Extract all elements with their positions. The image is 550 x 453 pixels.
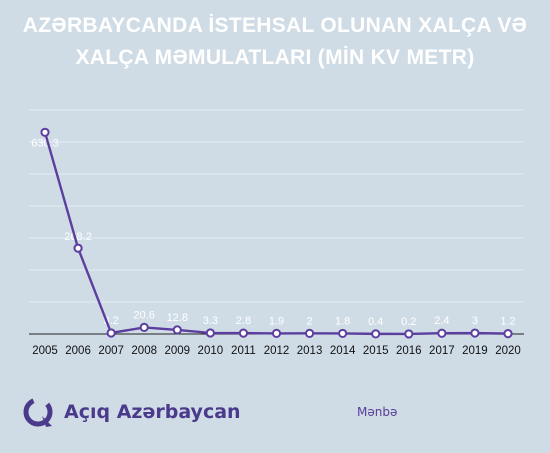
chart-title: AZƏRBAYCANDA İSTEHSAL OLUNAN XALÇA VƏ XA… bbox=[0, 10, 550, 74]
series-layer bbox=[43, 131, 509, 336]
data-label: 1.2 bbox=[500, 316, 515, 328]
source-link[interactable]: Mənbə bbox=[357, 405, 398, 419]
grid-layer bbox=[29, 109, 524, 335]
data-point bbox=[238, 328, 249, 338]
data-label: 268.2 bbox=[64, 231, 92, 243]
chart-title-line-2: XALÇA MƏMULATLARI (MİN KV METR) bbox=[75, 46, 475, 69]
x-tick-label: 2012 bbox=[264, 345, 290, 357]
x-tick-label: 2019 bbox=[462, 345, 488, 357]
data-point bbox=[73, 243, 83, 253]
data-point bbox=[338, 328, 348, 339]
data-label: 20.6 bbox=[134, 309, 155, 321]
data-label: 3 bbox=[472, 315, 478, 327]
data-point bbox=[470, 328, 480, 338]
data-label: 1.9 bbox=[269, 315, 284, 327]
data-label: 2 bbox=[307, 315, 313, 327]
brand-logo[interactable]: Açıq Azərbaycan bbox=[20, 392, 241, 432]
x-tick-label: 2014 bbox=[330, 345, 356, 357]
x-tick-label: 2020 bbox=[495, 345, 521, 357]
data-point bbox=[503, 329, 513, 339]
marker-layer bbox=[40, 127, 513, 339]
x-tick-label: 2006 bbox=[65, 345, 91, 357]
x-tick-label: 2013 bbox=[297, 345, 323, 357]
x-tick-label: 2017 bbox=[429, 345, 455, 357]
data-label: 3.3 bbox=[203, 315, 218, 327]
brand-mark-icon bbox=[23, 397, 53, 427]
data-label: 2.4 bbox=[434, 315, 449, 327]
data-label: 0.2 bbox=[401, 316, 416, 328]
x-tick-label: 2016 bbox=[396, 345, 422, 357]
x-tick-label: 2008 bbox=[131, 345, 157, 357]
data-label: 630.3 bbox=[31, 137, 59, 149]
data-point bbox=[271, 328, 282, 338]
data-point bbox=[172, 325, 182, 335]
x-tick-label: 2005 bbox=[32, 345, 58, 357]
data-point bbox=[205, 328, 215, 338]
data-label: 0.4 bbox=[368, 316, 383, 328]
data-label: 2.8 bbox=[236, 315, 251, 327]
x-tick-label: 2011 bbox=[231, 345, 256, 357]
data-point bbox=[304, 328, 315, 338]
brand-name: Açıq Azərbaycan bbox=[64, 401, 241, 423]
data-point bbox=[371, 329, 381, 339]
x-tick-label: 2015 bbox=[363, 345, 389, 357]
data-point bbox=[40, 127, 50, 137]
data-point bbox=[404, 329, 414, 339]
data-point bbox=[139, 322, 149, 333]
series-line bbox=[43, 131, 509, 336]
chart-title-line-1: AZƏRBAYCANDA İSTEHSAL OLUNAN XALÇA VƏ bbox=[22, 14, 528, 37]
x-tick-label: 2009 bbox=[164, 345, 190, 357]
data-label: 1.8 bbox=[335, 315, 350, 327]
x-tick-label: 2007 bbox=[98, 345, 124, 357]
x-tick-label: 2010 bbox=[198, 345, 224, 357]
data-label: 12.8 bbox=[167, 312, 188, 324]
data-point bbox=[106, 328, 116, 338]
data-point bbox=[437, 328, 447, 338]
x-tick-layer: 2005 2006 2007 2008 2009 2010 2011 2012 2013 2014… bbox=[32, 345, 521, 357]
